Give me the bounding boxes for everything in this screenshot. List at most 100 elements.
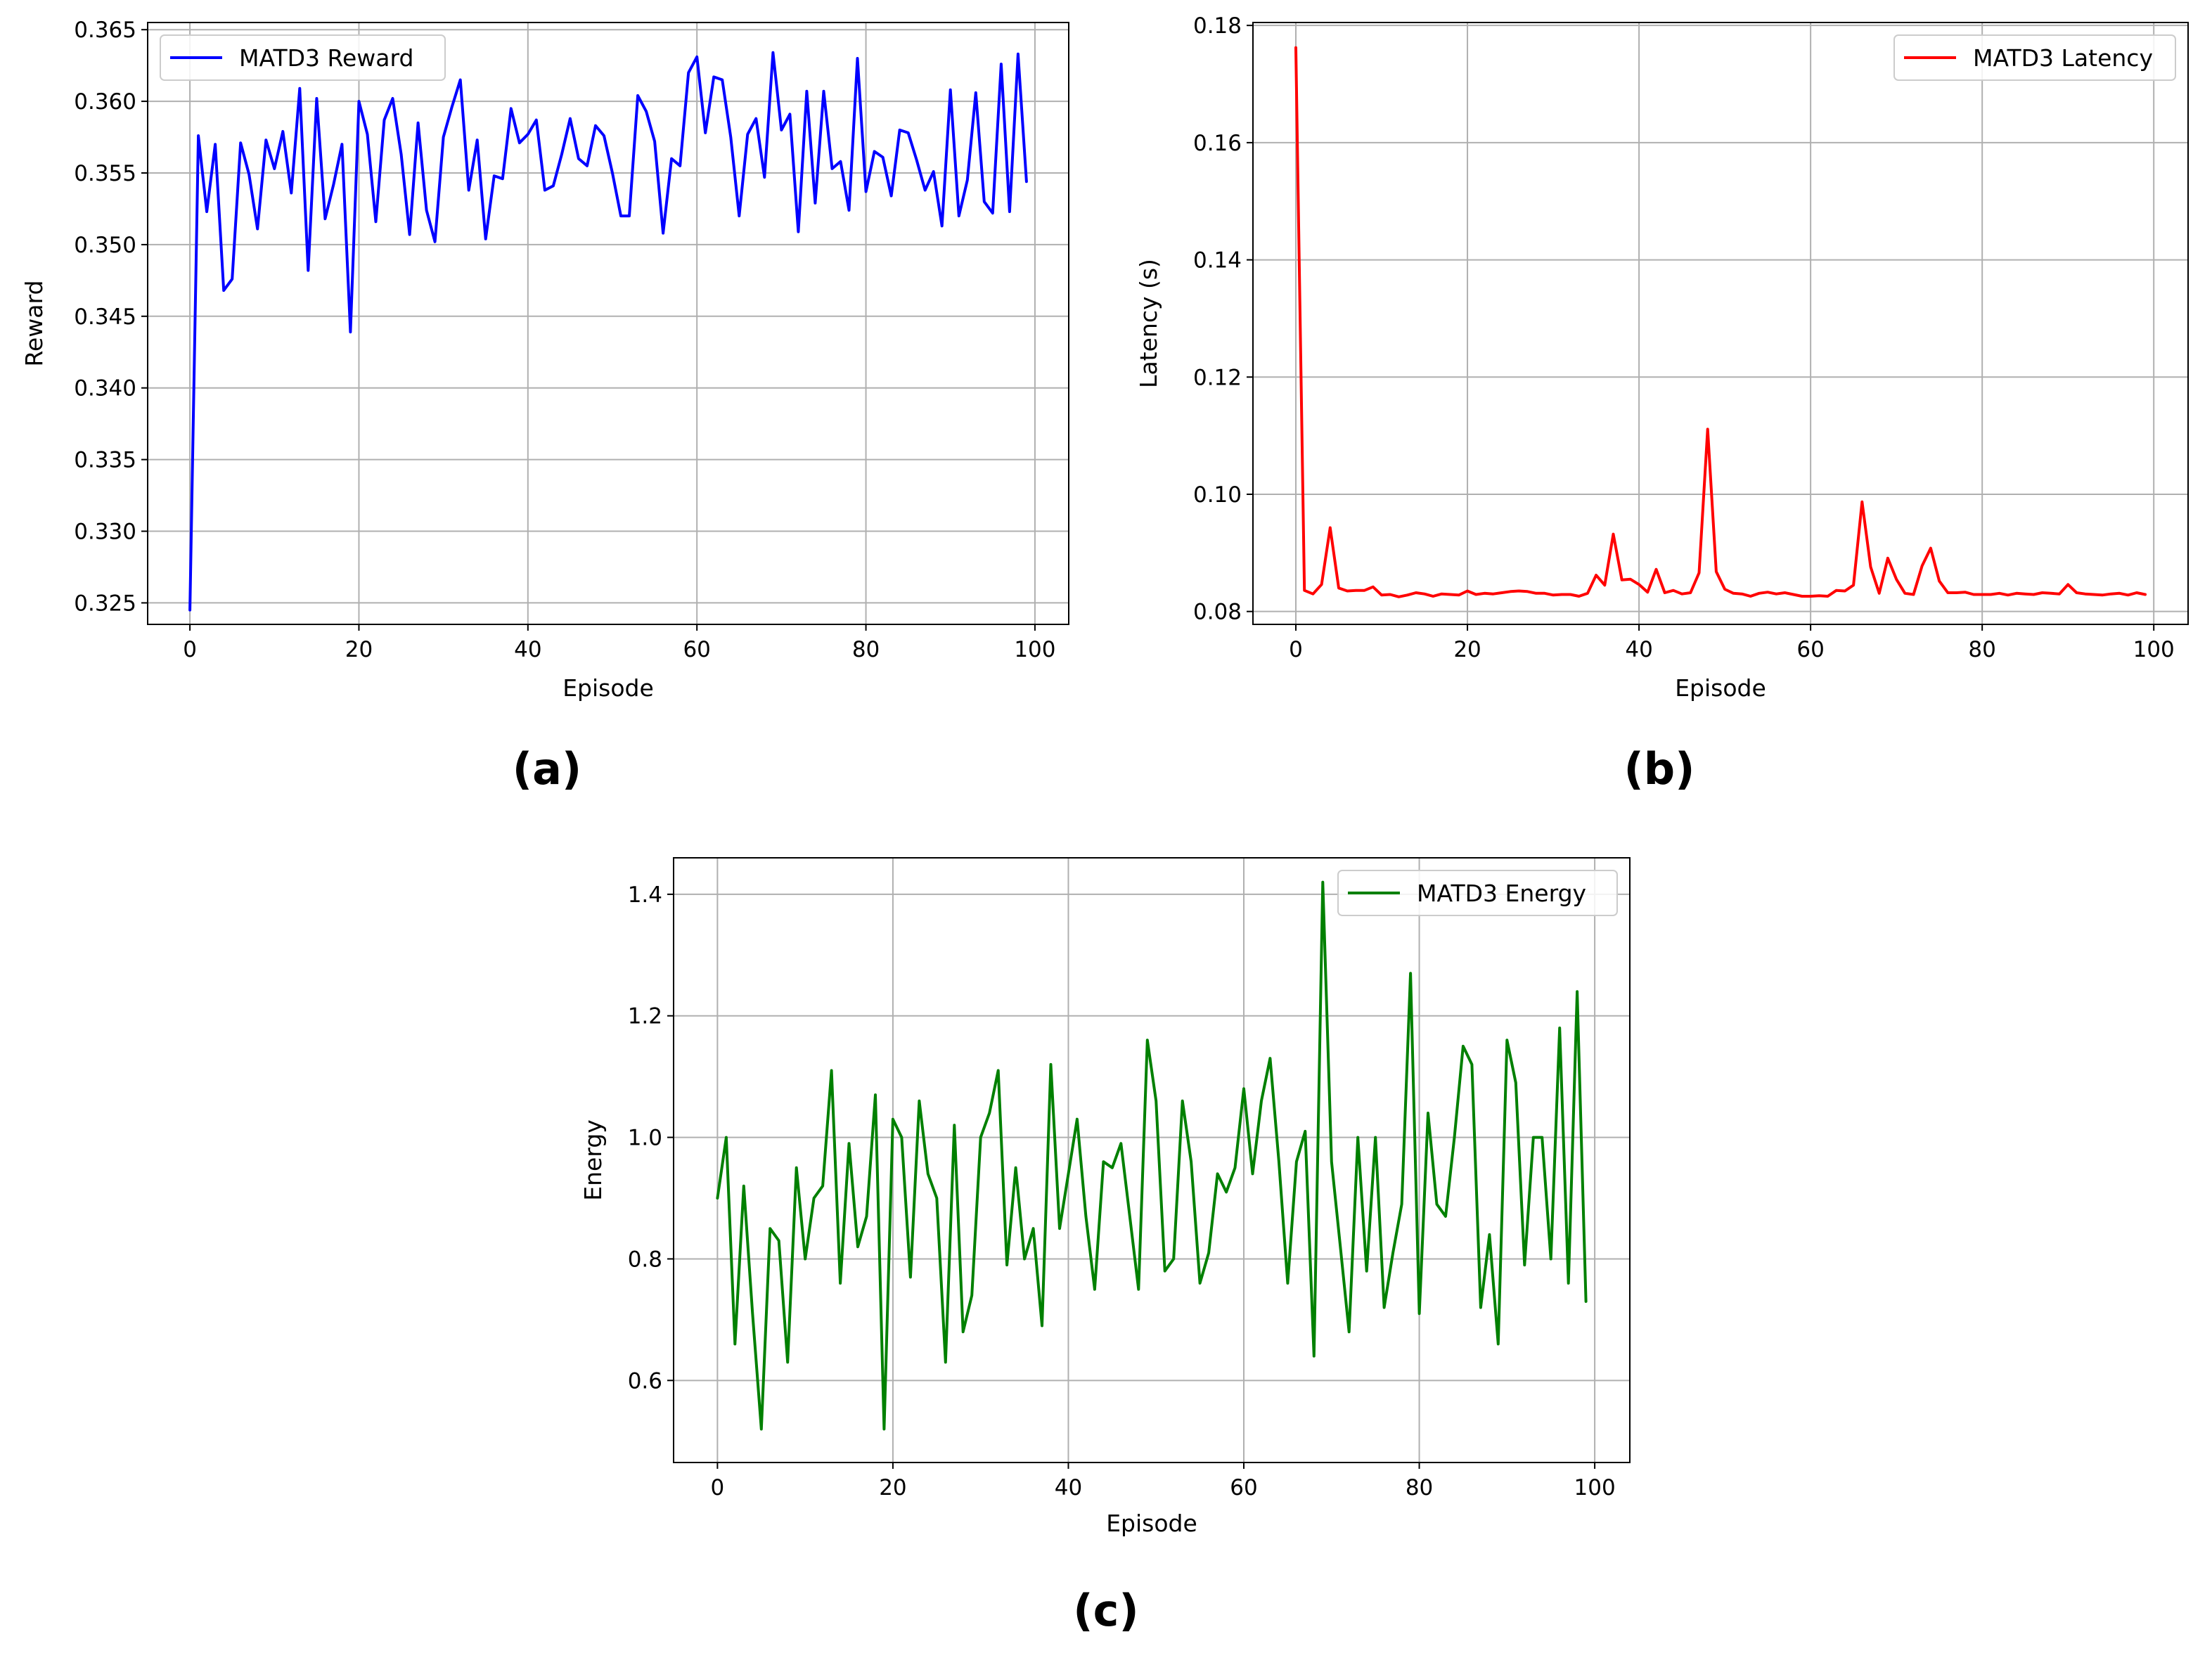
latency-point-98 [2135,591,2139,595]
latency-point-54 [1757,591,1761,596]
energy-point-1 [724,1136,728,1140]
latency-point-95 [2109,592,2113,596]
energy-point-11 [812,1196,816,1200]
energy-point-85 [1461,1044,1465,1048]
latency-point-13 [1406,593,1410,597]
energy-point-68 [1312,1354,1316,1358]
latency-point-38 [1620,578,1624,582]
latency-point-64 [1843,589,1847,593]
energy-point-63 [1268,1056,1272,1060]
energy-series-line [716,880,1588,1431]
latency-point-92 [2083,592,2088,596]
latency-point-84 [2014,591,2019,596]
energy-point-40 [1067,1171,1071,1176]
latency-x-tick-label-2: 40 [1625,637,1652,662]
energy-data-points [715,880,1588,1432]
reward-y-axis-label: Reward [20,281,48,367]
reward-point-60 [695,55,699,59]
reward-point-88 [932,169,936,174]
energy-point-5 [759,1427,764,1432]
energy-point-88 [1487,1233,1491,1237]
reward-point-51 [619,214,623,218]
energy-point-72 [1347,1330,1351,1334]
energy-point-53 [1181,1099,1185,1103]
energy-legend-box [1337,870,1618,916]
energy-point-83 [1443,1214,1448,1219]
reward-y-tick-label-8: 0.365 [74,18,136,43]
reward-point-81 [873,149,877,153]
energy-point-89 [1496,1342,1500,1346]
energy-point-34 [1014,1166,1018,1170]
reward-point-23 [382,118,387,122]
energy-point-51 [1163,1269,1167,1273]
latency-point-1 [1302,589,1306,593]
latency-point-0 [1294,46,1298,50]
reward-point-48 [593,124,598,128]
energy-point-47 [1128,1214,1132,1219]
reward-point-75 [822,89,826,94]
latency-point-56 [1774,592,1778,596]
reward-point-44 [560,153,564,157]
energy-point-91 [1514,1081,1518,1085]
latency-point-66 [1860,500,1864,504]
latency-point-68 [1877,591,1882,596]
energy-point-13 [830,1069,834,1073]
reward-point-96 [999,62,1003,66]
energy-point-43 [1093,1287,1097,1292]
reward-point-70 [779,128,783,132]
reward-point-79 [856,56,860,60]
reward-point-62 [712,75,716,79]
reward-point-14 [306,269,310,273]
reward-point-73 [804,89,809,94]
reward-y-ticks: 0.325 0.330 0.335 0.340 0.345 0.350 0.355 0.360… [74,18,148,616]
reward-x-tick-label-5: 100 [1014,637,1055,662]
energy-point-66 [1294,1159,1299,1164]
latency-point-60 [1808,594,1813,598]
reward-legend-label: MATD3 Reward [239,44,413,72]
reward-point-40 [526,132,530,136]
latency-point-20 [1465,589,1470,593]
reward-point-11 [281,129,285,134]
energy-point-23 [917,1099,921,1103]
latency-point-96 [2117,591,2121,596]
reward-point-84 [898,128,902,132]
latency-point-21 [1474,593,1478,597]
energy-point-16 [856,1245,860,1249]
latency-point-52 [1740,592,1744,596]
reward-point-53 [636,94,640,98]
latency-point-49 [1714,570,1718,574]
latency-x-tick-label-4: 80 [1968,637,1995,662]
latency-point-48 [1706,427,1710,431]
latency-point-8 [1363,589,1367,593]
reward-y-tick-label-7: 0.360 [74,89,136,115]
latency-point-31 [1560,593,1564,597]
energy-point-7 [777,1239,781,1243]
reward-point-29 [433,240,437,244]
reward-point-89 [940,224,944,228]
reward-point-7 [247,172,251,176]
reward-point-94 [982,200,986,204]
latency-grid [1253,22,2188,624]
energy-y-tick-label-1: 0.8 [628,1247,662,1272]
energy-point-52 [1171,1257,1176,1261]
reward-point-65 [737,214,741,218]
reward-legend: MATD3 Reward [160,34,446,81]
latency-point-51 [1731,591,1735,596]
reward-y-tick-label-0: 0.325 [74,591,136,616]
latency-point-83 [2006,593,2010,597]
reward-point-91 [957,214,961,218]
latency-point-24 [1500,591,1504,595]
latency-point-14 [1414,591,1418,595]
latency-data-points [1294,46,2147,599]
reward-point-71 [787,112,792,116]
energy-x-axis-label: Episode [1106,1510,1197,1537]
energy-point-65 [1285,1281,1290,1285]
latency-point-29 [1543,591,1547,596]
energy-point-94 [1540,1136,1544,1140]
energy-point-70 [1330,1159,1334,1164]
latency-point-79 [1972,593,1976,597]
energy-point-38 [1049,1062,1053,1067]
reward-x-tick-label-0: 0 [183,637,197,662]
latency-point-85 [2023,592,2027,596]
energy-x-ticks: 0 20 40 60 80 100 [711,1462,1616,1500]
